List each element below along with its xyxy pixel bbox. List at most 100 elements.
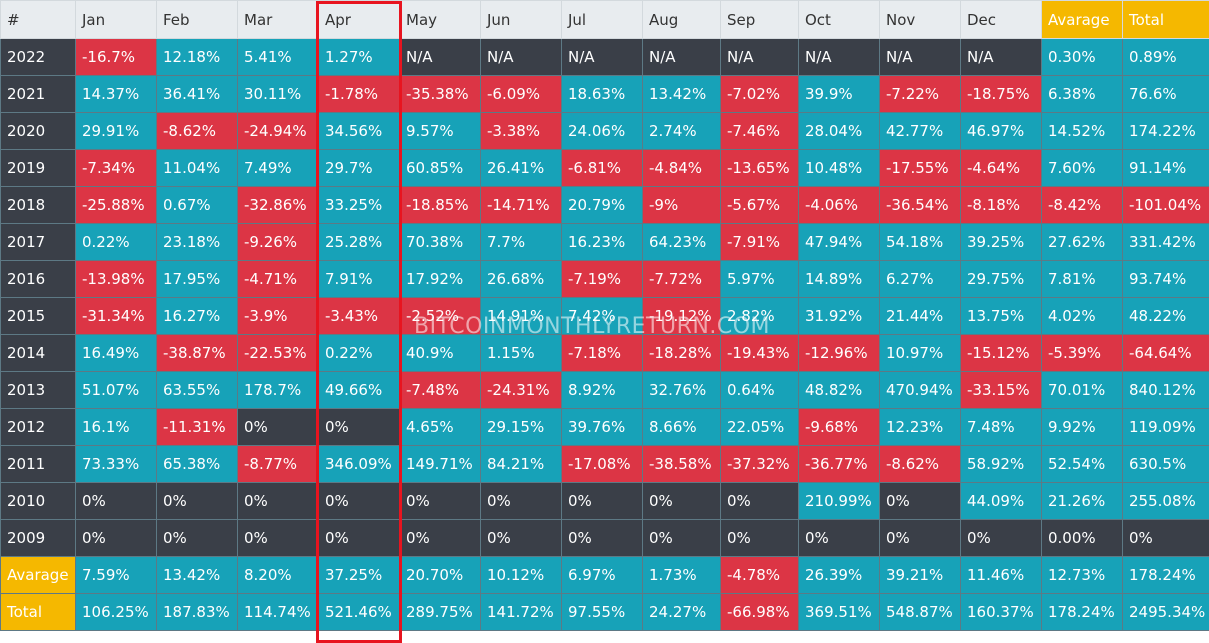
return-cell: N/A [960,38,1042,76]
year-cell: 2022 [0,38,76,76]
return-cell: 0% [642,519,721,557]
return-cell: 21.44% [879,297,961,335]
return-cell: 160.37% [960,593,1042,631]
header-cell-oct[interactable]: Oct [798,0,880,39]
header-cell-apr[interactable]: Apr [318,0,400,39]
return-cell: 7.49% [237,149,319,187]
return-cell: 0.30% [1041,38,1123,76]
return-cell: N/A [879,38,961,76]
return-cell: 1.73% [642,556,721,594]
return-cell: -1.78% [318,75,400,113]
return-cell: 16.23% [561,223,643,261]
year-cell: 2017 [0,223,76,261]
header-cell-jan[interactable]: Jan [75,0,157,39]
row-label-cell: Total [0,593,76,631]
year-cell: 2021 [0,75,76,113]
return-cell: 174.22% [1122,112,1209,150]
return-cell: 0% [960,519,1042,557]
header-cell-nov[interactable]: Nov [879,0,961,39]
summary-row: Avarage 7.59% 13.42% 8.20% 37.25% 20.70% 10.12… [0,556,1209,594]
return-cell: 42.77% [879,112,961,150]
return-cell: -64.64% [1122,334,1209,372]
return-cell: 10.97% [879,334,961,372]
return-cell: 12.73% [1041,556,1123,594]
return-cell: -11.31% [156,408,238,446]
return-cell: 6.38% [1041,75,1123,113]
return-cell: 12.18% [156,38,238,76]
header-cell-average[interactable]: Avarage [1041,0,1123,39]
return-cell: 840.12% [1122,371,1209,409]
return-cell: -4.78% [720,556,799,594]
return-cell: -17.08% [561,445,643,483]
return-cell: 0.22% [318,334,400,372]
return-cell: -4.64% [960,149,1042,187]
return-cell: 1.27% [318,38,400,76]
return-cell: 58.92% [960,445,1042,483]
return-cell: 33.25% [318,186,400,224]
table-row: 2009 0% 0% 0% 0% 0% 0% 0% 0% 0% 0% 0% 0% 0.00% 0% [0,519,1209,557]
return-cell: 0% [399,482,481,520]
header-cell-jul[interactable]: Jul [561,0,643,39]
return-cell: -5.39% [1041,334,1123,372]
header-cell-may[interactable]: May [399,0,481,39]
return-cell: -24.94% [237,112,319,150]
table-row: 2019 -7.34% 11.04% 7.49% 29.7% 60.85% 26.41% -6… [0,149,1209,187]
header-cell-jun[interactable]: Jun [480,0,562,39]
return-cell: 0.67% [156,186,238,224]
year-cell: 2010 [0,482,76,520]
return-cell: N/A [399,38,481,76]
return-cell: -6.81% [561,149,643,187]
return-cell: -7.46% [720,112,799,150]
return-cell: 76.6% [1122,75,1209,113]
return-cell: -7.48% [399,371,481,409]
return-cell: 0% [237,519,319,557]
return-cell: 0% [798,519,880,557]
return-cell: 52.54% [1041,445,1123,483]
return-cell: 178.7% [237,371,319,409]
header-cell-hash[interactable]: # [0,0,76,39]
return-cell: -9.68% [798,408,880,446]
return-cell: 0% [399,519,481,557]
row-label-cell: Avarage [0,556,76,594]
header-cell-feb[interactable]: Feb [156,0,238,39]
table-row: 2013 51.07% 63.55% 178.7% 49.66% -7.48% -24.31… [0,371,1209,409]
return-cell: 26.68% [480,260,562,298]
return-cell: 7.91% [318,260,400,298]
return-cell: 0.64% [720,371,799,409]
return-cell: -3.9% [237,297,319,335]
return-cell: 0% [720,482,799,520]
header-cell-dec[interactable]: Dec [960,0,1042,39]
header-cell-total[interactable]: Total [1122,0,1209,39]
return-cell: 70.38% [399,223,481,261]
return-cell: 26.41% [480,149,562,187]
return-cell: -31.34% [75,297,157,335]
return-cell: 119.09% [1122,408,1209,446]
return-cell: -9.26% [237,223,319,261]
return-cell: -33.15% [960,371,1042,409]
return-cell: 0.00% [1041,519,1123,557]
return-cell: N/A [798,38,880,76]
return-cell: -8.62% [879,445,961,483]
return-cell: -7.34% [75,149,157,187]
return-cell: 2495.34% [1122,593,1209,631]
table-row: 2021 14.37% 36.41% 30.11% -1.78% -35.38% -6.09… [0,75,1209,113]
table-row: 2012 16.1% -11.31% 0% 0% 4.65% 29.15% 39.76% 8.6… [0,408,1209,446]
return-cell: 23.18% [156,223,238,261]
return-cell: 10.48% [798,149,880,187]
return-cell: 36.41% [156,75,238,113]
header-cell-aug[interactable]: Aug [642,0,721,39]
return-cell: 0.22% [75,223,157,261]
return-cell: -14.71% [480,186,562,224]
return-cell: -2.52% [399,297,481,335]
return-cell: -13.98% [75,260,157,298]
return-cell: 7.59% [75,556,157,594]
header-cell-sep[interactable]: Sep [720,0,799,39]
return-cell: 0% [156,519,238,557]
return-cell: 7.48% [960,408,1042,446]
return-cell: -7.19% [561,260,643,298]
return-cell: 14.37% [75,75,157,113]
table-row: 2022 -16.7% 12.18% 5.41% 1.27% N/A N/A N/A N/A N/… [0,38,1209,76]
return-cell: 70.01% [1041,371,1123,409]
header-cell-mar[interactable]: Mar [237,0,319,39]
